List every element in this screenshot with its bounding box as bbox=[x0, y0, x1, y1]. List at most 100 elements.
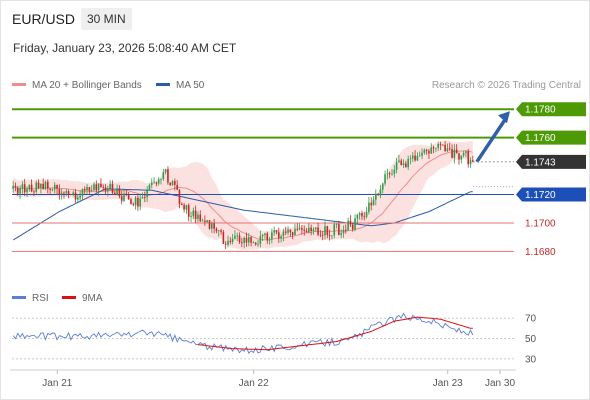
candle-body bbox=[231, 238, 234, 242]
last-price-badge bbox=[516, 154, 586, 169]
candle-body bbox=[134, 197, 137, 206]
candle-body bbox=[361, 213, 363, 217]
candle-body bbox=[289, 229, 292, 233]
candle-body bbox=[328, 234, 331, 236]
candle-body bbox=[157, 179, 160, 184]
candle-body bbox=[333, 224, 336, 236]
candle-body bbox=[442, 144, 444, 146]
candle-body bbox=[16, 187, 19, 194]
ma50-line bbox=[12, 188, 473, 241]
candle-body bbox=[194, 210, 197, 219]
candle-body bbox=[259, 236, 262, 245]
candle-body bbox=[49, 188, 51, 190]
candle-body bbox=[93, 184, 95, 191]
legend-rsi: RSI bbox=[12, 293, 49, 304]
candle-body bbox=[35, 182, 38, 192]
rsi-swatch bbox=[12, 295, 26, 299]
candle-body bbox=[95, 184, 98, 191]
forecast-arrow-head bbox=[498, 111, 510, 124]
chart-header: EUR/USD 30 MIN bbox=[0, 0, 590, 36]
candle-body bbox=[462, 152, 465, 156]
candle-body bbox=[453, 149, 456, 158]
legend-9ma: 9MA bbox=[62, 293, 103, 304]
candle-body bbox=[271, 232, 273, 240]
candle-body bbox=[423, 149, 426, 153]
candle-body bbox=[287, 229, 289, 233]
candle-body bbox=[301, 228, 303, 230]
candle-body bbox=[439, 144, 442, 145]
candle-body bbox=[171, 181, 174, 186]
candle-body bbox=[437, 144, 440, 148]
candle-body bbox=[139, 198, 142, 207]
candle-body bbox=[190, 215, 192, 217]
legend-ma50: MA 50 bbox=[156, 80, 204, 91]
candle-body bbox=[109, 184, 111, 189]
candle-body bbox=[430, 147, 433, 154]
candle-body bbox=[405, 163, 407, 168]
candle-body bbox=[458, 153, 460, 160]
candle-body bbox=[53, 184, 56, 190]
candle-body bbox=[220, 230, 222, 232]
level-badge-1.1780 bbox=[516, 102, 586, 117]
candle-body bbox=[407, 159, 409, 168]
rsi-ma-line bbox=[197, 316, 473, 351]
candle-body bbox=[298, 228, 301, 230]
candle-body bbox=[305, 230, 308, 233]
candle-body bbox=[70, 193, 72, 195]
candle-body bbox=[467, 151, 470, 165]
candle-body bbox=[400, 160, 403, 166]
research-credit: Research © 2026 Trading Central bbox=[431, 80, 581, 91]
candle-body bbox=[314, 227, 317, 230]
candle-body bbox=[90, 190, 93, 192]
candle-body bbox=[324, 226, 326, 236]
candle-body bbox=[183, 204, 185, 210]
timeframe-badge[interactable]: 30 MIN bbox=[81, 8, 132, 30]
candle-body bbox=[241, 242, 243, 244]
candle-body bbox=[312, 229, 315, 232]
legend-ma20: MA 20 + Bollinger Bands bbox=[12, 80, 142, 91]
candle-body bbox=[14, 186, 17, 188]
candle-body bbox=[100, 183, 102, 188]
candle-body bbox=[197, 214, 199, 219]
candle-body bbox=[28, 184, 31, 190]
candle-body bbox=[130, 199, 132, 205]
candle-body bbox=[342, 229, 345, 234]
last-price-label: 1.1743 bbox=[525, 157, 556, 168]
candle-body bbox=[19, 188, 21, 194]
candle-body bbox=[217, 230, 220, 232]
symbol-title: EUR/USD bbox=[12, 11, 76, 27]
candle-body bbox=[338, 224, 340, 235]
candle-body bbox=[254, 242, 257, 245]
candle-body bbox=[363, 216, 366, 218]
candle-body bbox=[74, 192, 77, 200]
candle-body bbox=[77, 197, 79, 200]
candle-body bbox=[174, 181, 176, 185]
candle-body bbox=[349, 220, 352, 225]
level-badge-1.1720 bbox=[516, 187, 586, 202]
ma20-swatch bbox=[12, 82, 26, 86]
candle-body bbox=[144, 197, 146, 198]
candle-body bbox=[111, 184, 114, 193]
candle-body bbox=[411, 155, 414, 159]
legend-9ma-label: 9MA bbox=[82, 293, 103, 304]
candle-body bbox=[310, 227, 312, 232]
candle-body bbox=[176, 184, 178, 190]
candle-body bbox=[398, 160, 400, 163]
candle-body bbox=[65, 191, 68, 194]
candle-body bbox=[354, 218, 356, 230]
legend-ma20-label: MA 20 + Bollinger Bands bbox=[32, 80, 142, 91]
candle-body bbox=[319, 234, 322, 236]
candle-body bbox=[118, 188, 121, 197]
candle-body bbox=[472, 160, 474, 162]
candle-body bbox=[26, 189, 28, 193]
candle-body bbox=[206, 220, 209, 222]
candle-body bbox=[284, 231, 287, 233]
candle-body bbox=[421, 152, 423, 156]
x-tick-label: Jan 30 bbox=[485, 378, 515, 389]
candle-body bbox=[83, 188, 86, 191]
candle-body bbox=[356, 214, 359, 219]
candle-body bbox=[247, 237, 250, 243]
candle-body bbox=[208, 220, 211, 229]
candle-body bbox=[46, 181, 49, 189]
